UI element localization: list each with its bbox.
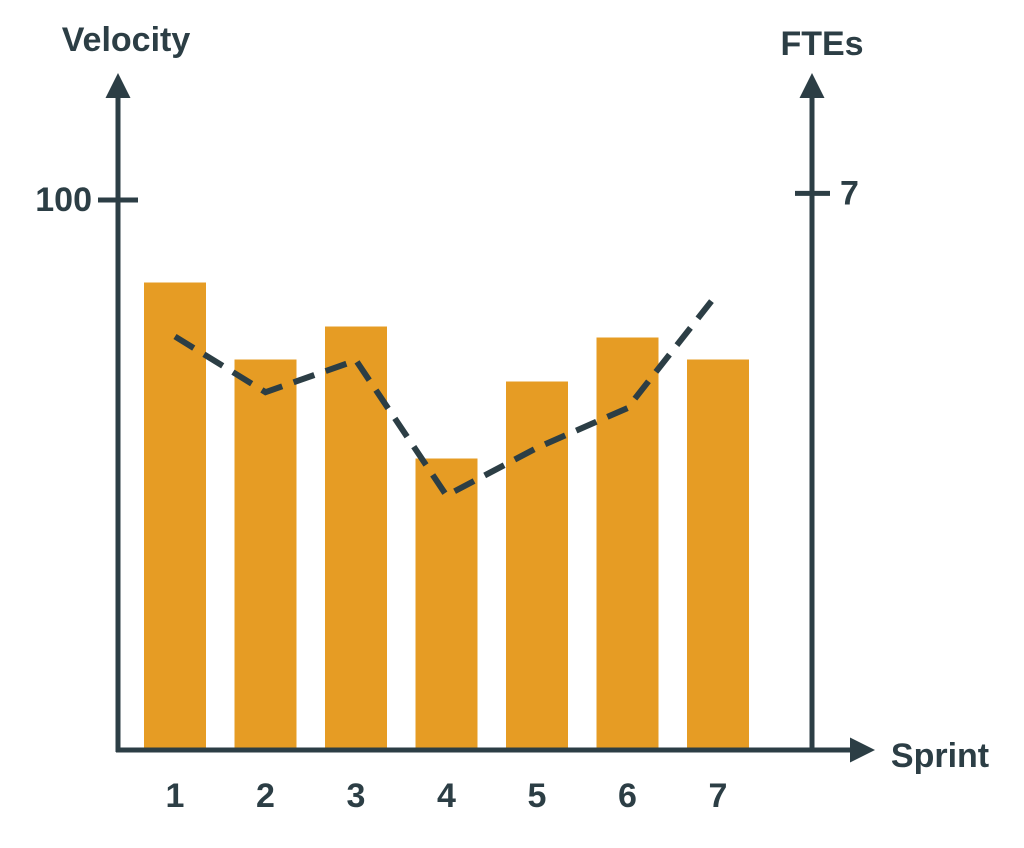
plot — [144, 282, 749, 750]
x-tick-label: 2 — [256, 777, 275, 815]
y2-tick-label: 7 — [840, 174, 859, 212]
x-axis-label: Sprint — [891, 737, 989, 775]
x-tick-label: 3 — [347, 777, 366, 815]
bar — [415, 458, 478, 750]
x-tick-label: 1 — [166, 777, 185, 815]
bar — [325, 326, 387, 750]
x-tick-label: 5 — [528, 777, 547, 815]
bar — [506, 381, 568, 750]
line — [173, 290, 721, 500]
x-tick-label: 4 — [437, 777, 456, 815]
y2-axis-label: FTEs — [780, 25, 863, 63]
y-axis-label: Velocity — [62, 21, 191, 59]
x-tick-label: 6 — [618, 777, 637, 815]
bar — [687, 359, 749, 750]
bar — [234, 359, 297, 750]
x-tick-label: 7 — [709, 777, 728, 815]
bar — [596, 337, 659, 750]
y-tick-label: 100 — [35, 181, 92, 219]
bar — [144, 282, 206, 750]
